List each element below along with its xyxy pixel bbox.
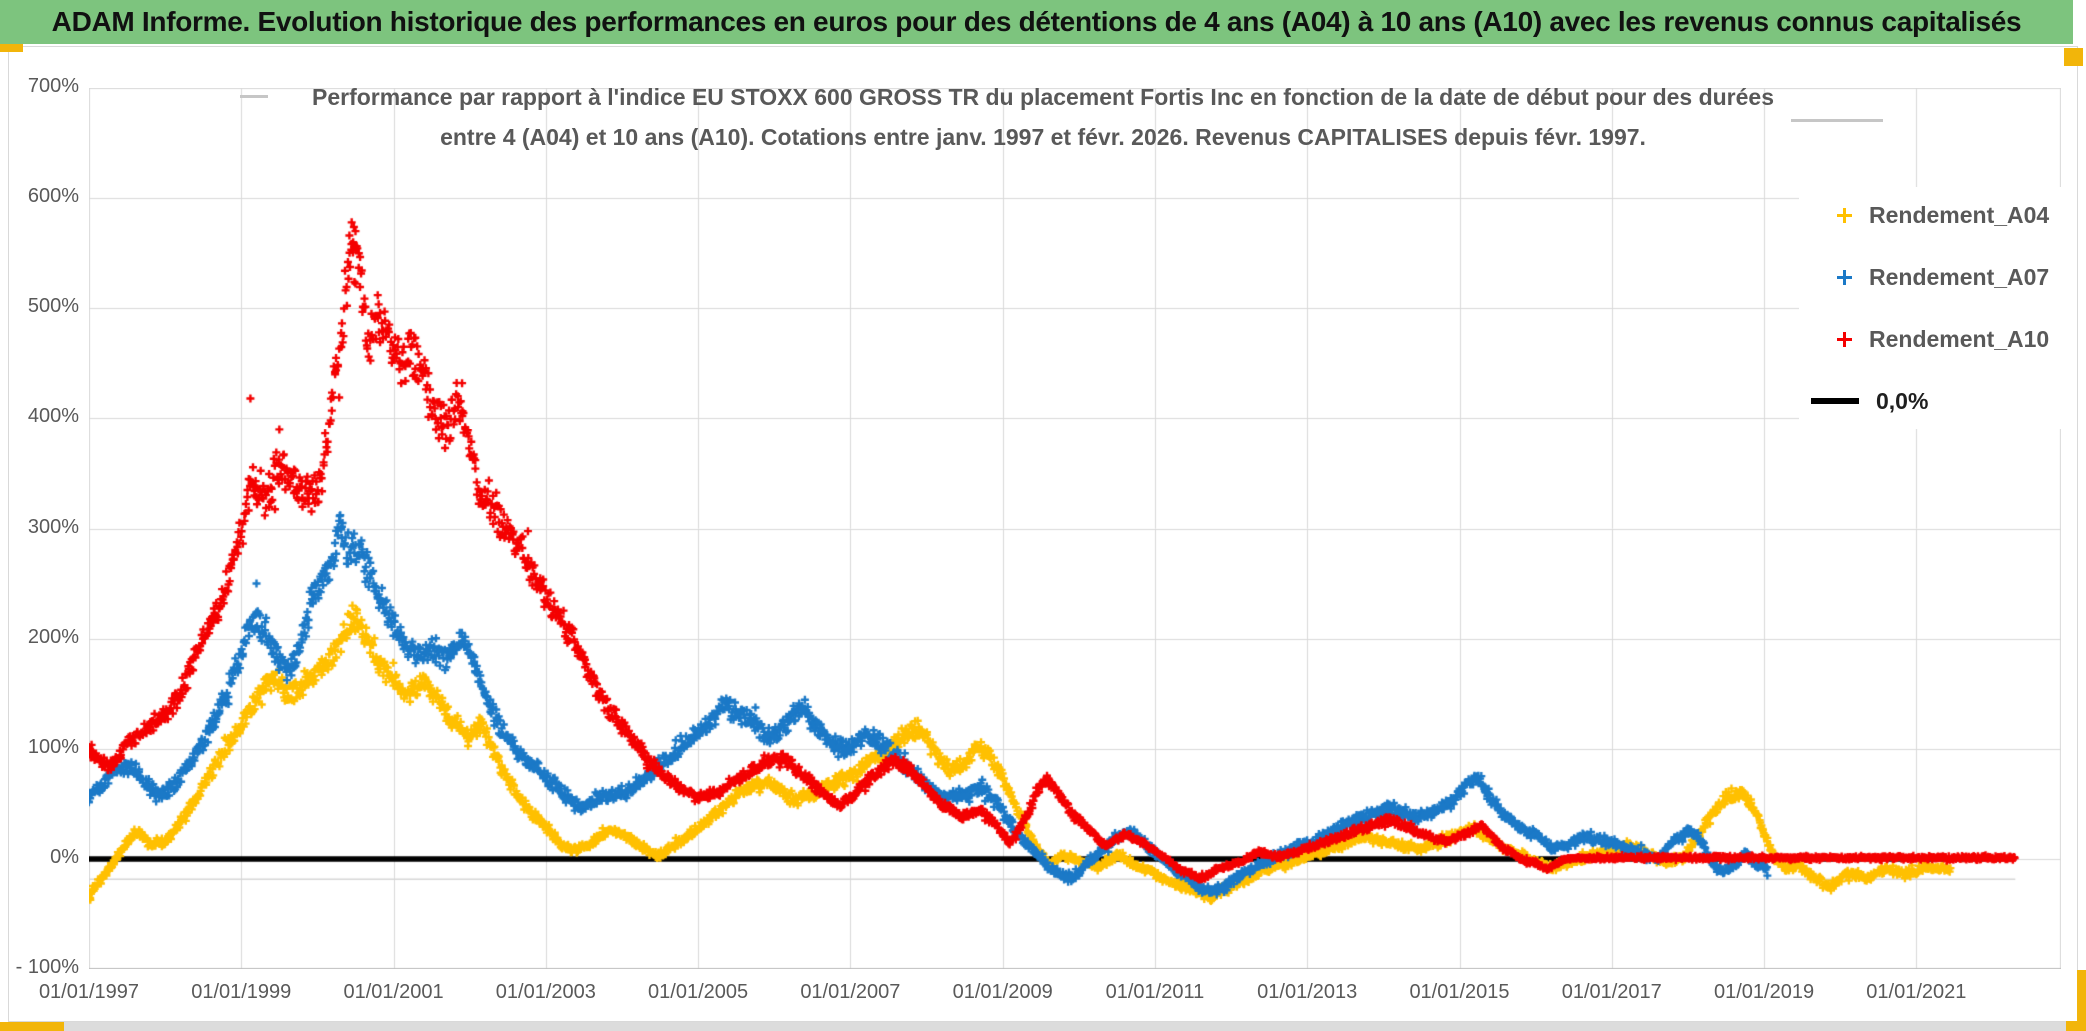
corner-accent-bottom-right-v xyxy=(2077,970,2086,1031)
chart-panel: Performance par rapport à l'indice EU ST… xyxy=(8,46,2078,1022)
chart-title-line1: Performance par rapport à l'indice EU ST… xyxy=(311,84,1775,110)
chart-title-line2: entre 4 (A04) et 10 ans (A10). Cotations… xyxy=(440,124,1646,150)
x-axis-tick-label: 01/01/2021 xyxy=(1866,981,1967,1003)
y-axis-tick-label: 600% xyxy=(27,185,79,208)
y-axis-tick-label: 400% xyxy=(27,405,79,428)
y-axis-tick-label: 500% xyxy=(27,295,79,318)
x-axis-tick-label: 01/01/2007 xyxy=(800,981,901,1003)
decor-dash-left xyxy=(240,95,268,98)
performance-scatter-canvas xyxy=(89,88,2061,969)
y-axis-tick-label: 300% xyxy=(27,515,79,538)
bottom-strip xyxy=(0,1022,2086,1031)
corner-accent-bottom-left xyxy=(0,1022,64,1031)
corner-accent-bottom-right-h xyxy=(2066,1021,2086,1031)
corner-accent-top-left xyxy=(0,44,23,52)
x-axis-tick-label: 01/01/1997 xyxy=(38,981,140,1003)
x-axis-tick-label: 01/01/2013 xyxy=(1257,981,1358,1003)
page-header: ADAM Informe. Evolution historique des p… xyxy=(0,0,2073,44)
legend-label-a10: Rendement_A10 xyxy=(1869,325,2050,352)
x-axis-tick-label: 01/01/2005 xyxy=(648,981,749,1003)
x-axis-tick-label: 01/01/2019 xyxy=(1713,981,1815,1003)
page-title: ADAM Informe. Evolution historique des p… xyxy=(51,6,2022,37)
x-axis-tick-label: 01/01/2017 xyxy=(1561,981,1662,1003)
plus-marker-icon-a07 xyxy=(1837,269,1852,285)
plus-marker-icon-a04 xyxy=(1837,207,1852,223)
legend-item-rendement-a07: Rendement_A07 xyxy=(1799,257,2063,297)
chart-legend: Rendement_A04 Rendement_A07 Rendement_A1… xyxy=(1799,187,2063,429)
y-axis-tick-label: 200% xyxy=(27,625,79,648)
legend-label-a07: Rendement_A07 xyxy=(1869,263,2050,290)
chart-title: Performance par rapport à l'indice EU ST… xyxy=(9,77,2077,157)
legend-label-a04: Rendement_A04 xyxy=(1869,201,2050,228)
legend-item-rendement-a10: Rendement_A10 xyxy=(1799,319,2063,359)
y-axis-tick-label: 0% xyxy=(50,845,79,868)
legend-label-zero: 0,0% xyxy=(1876,387,1929,414)
y-axis-tick-label: 100% xyxy=(27,735,79,758)
legend-item-rendement-a04: Rendement_A04 xyxy=(1799,195,2063,235)
plus-marker-icon-a10 xyxy=(1837,331,1852,347)
x-axis-tick-label: 01/01/2009 xyxy=(952,981,1053,1003)
decor-dash-right xyxy=(1791,119,1883,122)
x-axis-tick-label: 01/01/1999 xyxy=(191,981,292,1003)
corner-accent-top-right xyxy=(2064,48,2083,66)
x-axis-tick-label: 01/01/2001 xyxy=(343,981,444,1003)
x-axis-tick-label: 01/01/2015 xyxy=(1409,981,1510,1003)
x-axis-tick-label: 01/01/2003 xyxy=(495,981,596,1003)
zero-line-swatch-icon xyxy=(1811,398,1859,404)
x-axis-tick-label: 01/01/2011 xyxy=(1105,981,1205,1003)
y-axis-tick-label: 700% xyxy=(27,75,79,97)
legend-item-zero-line: 0,0% xyxy=(1799,381,2063,421)
y-axis-tick-label: - 100% xyxy=(15,956,79,978)
